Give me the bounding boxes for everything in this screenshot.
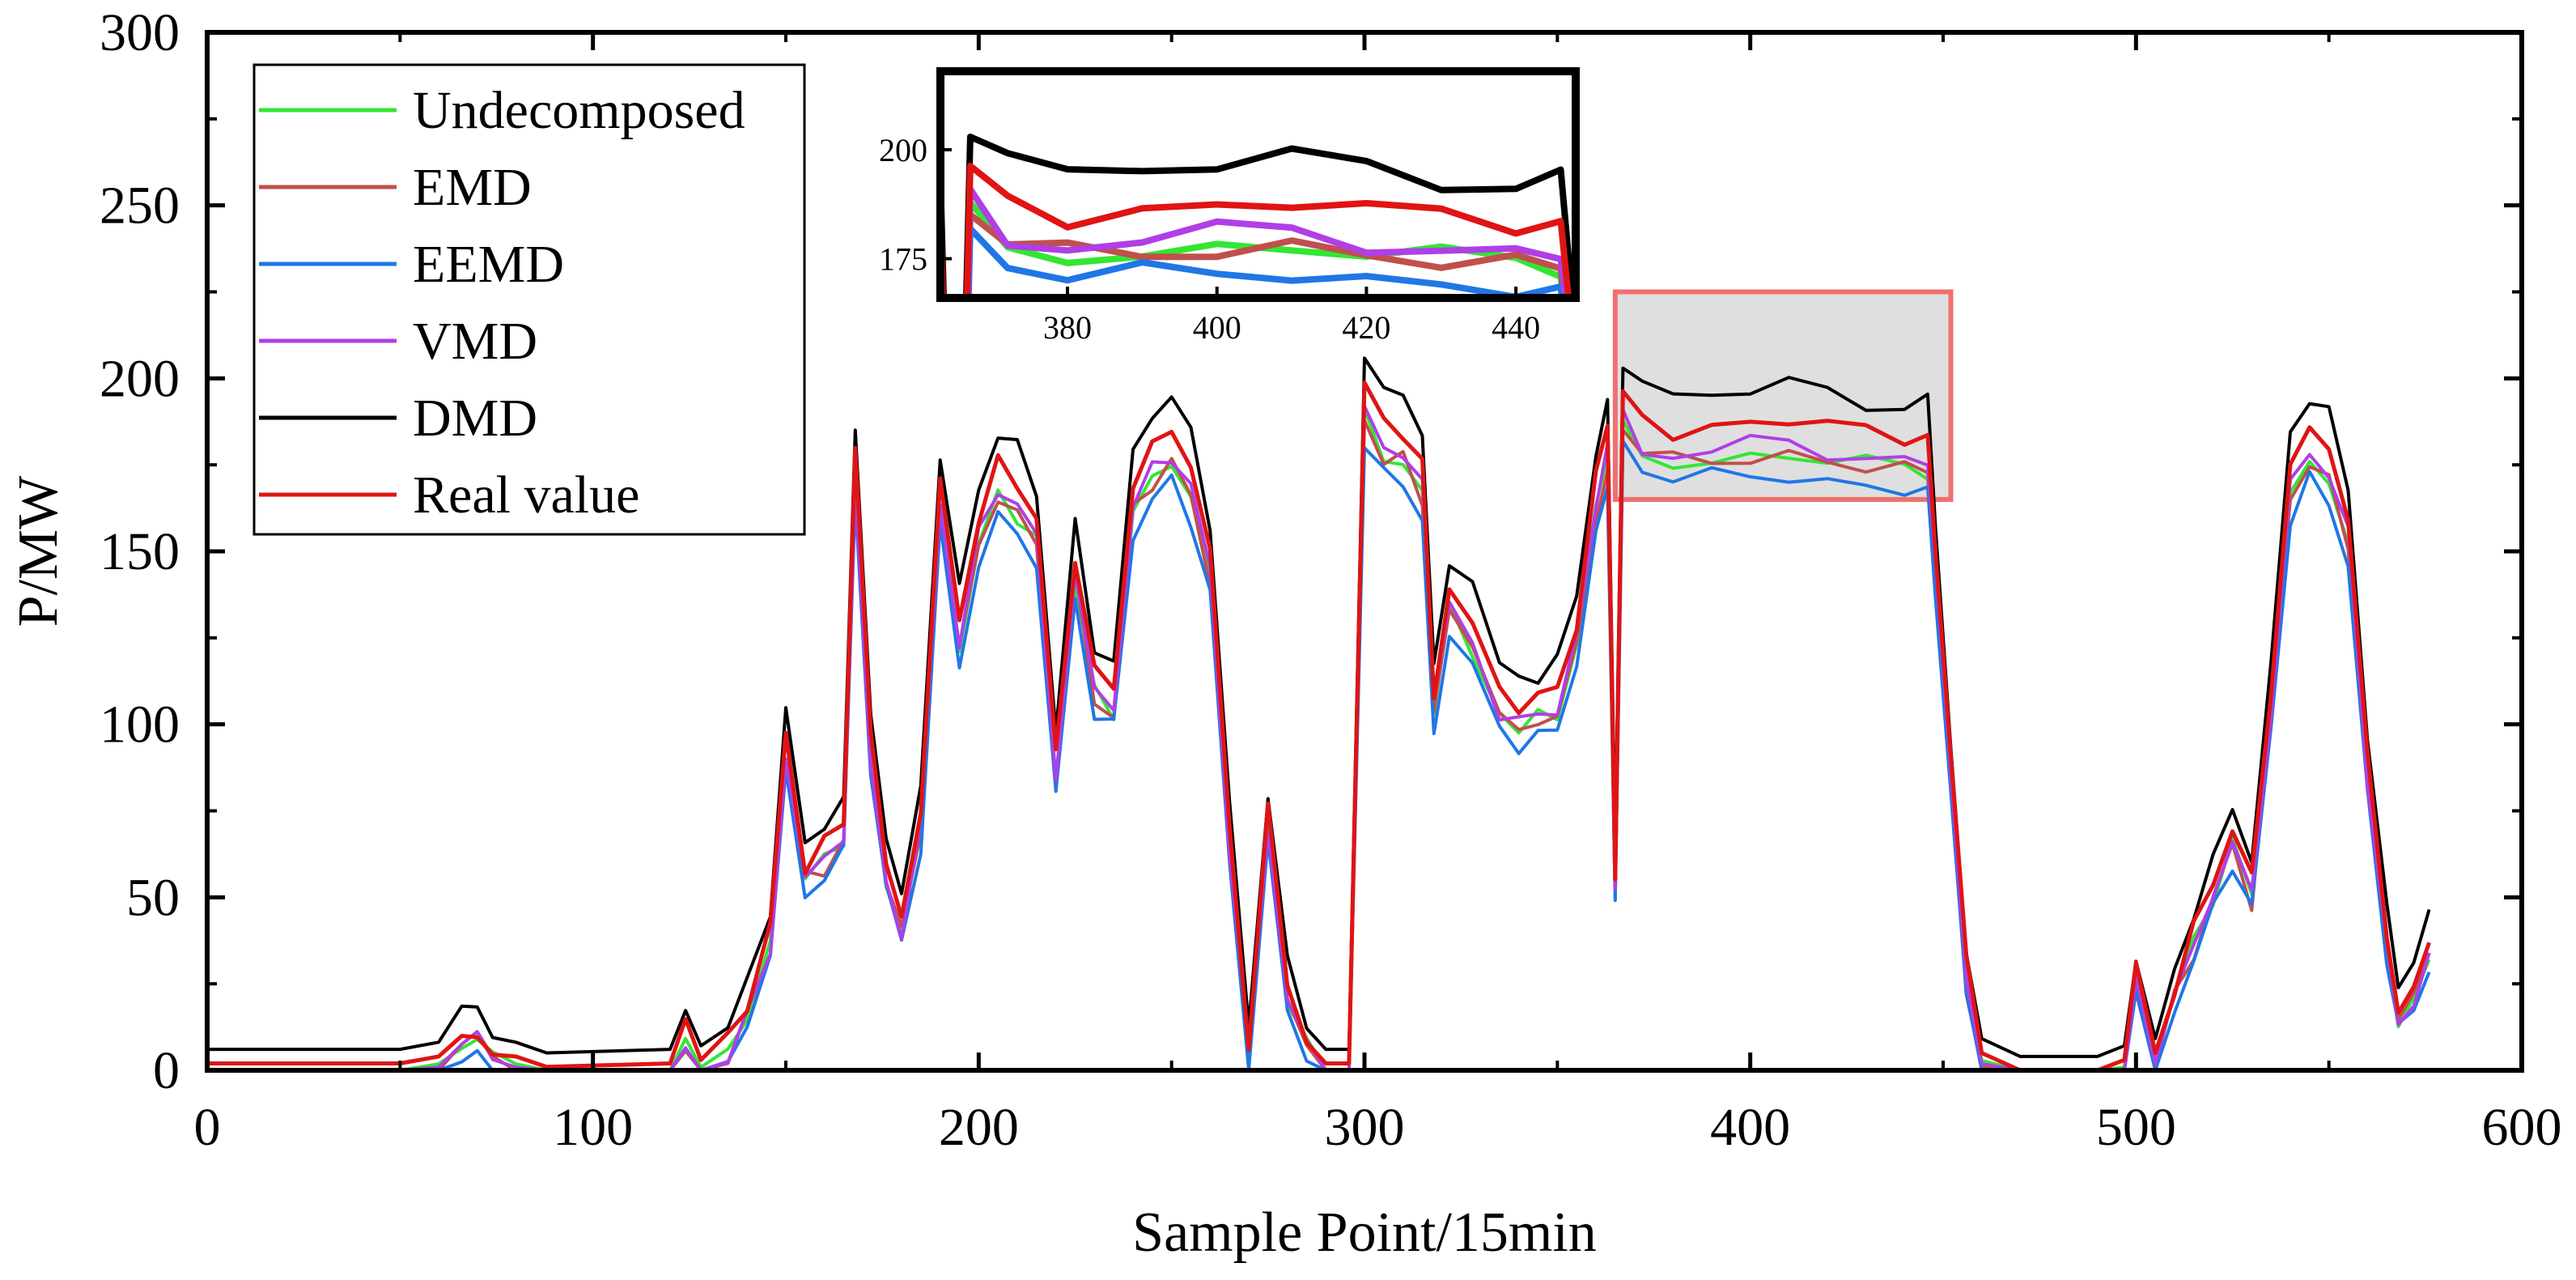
inset-x-tick-label: 420 [1342,309,1390,346]
x-tick-label: 200 [939,1098,1019,1157]
legend: Undecomposed EMD EEMD VMD DMD Real value [253,63,806,536]
y-tick-label: 100 [100,695,180,755]
zoom-inset: 380 400 420 440 175 200 [879,67,1580,346]
series-line-vmd [207,404,2431,1070]
inset-y-tick-label: 200 [879,132,927,168]
inset-axes: 380 400 420 440 175 200 [879,132,1540,346]
inset-series-line-real-value [940,163,1572,298]
legend-label: EEMD [413,235,564,294]
x-tick-label: 0 [194,1098,221,1157]
y-axis-title: P/MW [7,476,70,627]
legend-label: VMD [413,312,537,371]
series-line-real-value [207,381,2431,1070]
legend-label: Undecomposed [413,81,745,140]
inset-x-tick-label: 380 [1043,309,1092,346]
inset-series-line-eemd [940,225,1566,298]
inset-series-line-undecomposed [940,199,1567,298]
x-tick-label: 300 [1325,1098,1405,1157]
inset-series-line-emd [940,211,1568,298]
legend-label: Real value [413,466,639,525]
x-tick-label: 400 [1710,1098,1790,1157]
zoom-highlight-region [1612,289,1954,502]
series-line-eemd [207,439,2431,1070]
y-tick-label: 150 [100,522,180,581]
x-axis-title: Sample Point/15min [1132,1201,1597,1264]
x-tick-label: 500 [2096,1098,2176,1157]
inset-y-tick-label: 175 [879,241,927,278]
x-tick-label: 100 [553,1098,633,1157]
inset-x-tick-label: 400 [1193,309,1241,346]
y-tick-label: 300 [100,3,180,62]
inset-series-line-vmd [940,185,1569,298]
inset-x-tick-label: 440 [1492,309,1540,346]
y-tick-label: 250 [100,176,180,236]
inset-frame [936,67,1580,302]
x-tick-label: 600 [2482,1098,2562,1157]
legend-label: EMD [413,158,532,217]
y-axis: 0 50 100 150 200 250 300 [100,3,2522,1100]
legend-label: DMD [413,389,537,448]
inset-series-layer [940,134,1576,298]
series-layer [207,356,2431,1070]
y-tick-label: 0 [153,1041,180,1100]
y-tick-label: 50 [126,868,180,927]
x-axis: 0 100 200 300 400 500 600 [194,32,2562,1157]
y-tick-label: 200 [100,349,180,408]
legend-box [253,63,806,536]
inset-series-line-dmd [940,134,1576,298]
